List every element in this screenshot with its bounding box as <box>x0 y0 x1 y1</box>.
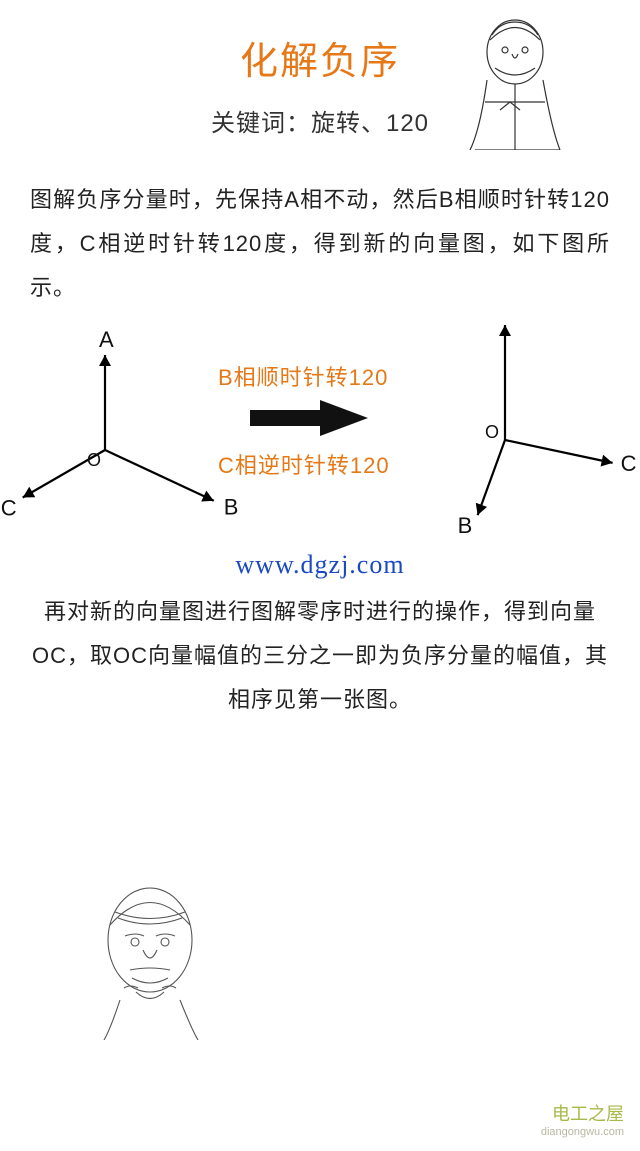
header: 化解负序 关键词：旋转、120 <box>0 0 640 138</box>
annotation-c-rotate: C相逆时针转120 <box>218 448 390 480</box>
svg-text:A: A <box>499 320 514 322</box>
svg-text:O: O <box>87 450 101 470</box>
svg-text:O: O <box>485 422 499 442</box>
svg-text:B: B <box>224 495 239 520</box>
vector-diagram: A B C O A B C O B相顺时针转120 C相逆时针转120 <box>0 320 640 550</box>
watermark-url: www.dgzj.com <box>0 550 640 580</box>
svg-text:B: B <box>458 513 473 538</box>
paragraph-2: 再对新的向量图进行图解零序时进行的操作，得到向量OC，取OC向量幅值的三分之一即… <box>0 590 640 722</box>
svg-text:A: A <box>99 327 114 352</box>
svg-text:C: C <box>621 451 637 476</box>
footer-line2: diangongwu.com <box>541 1126 624 1139</box>
footer-watermark: 电工之屋 diangongwu.com <box>535 1100 630 1143</box>
paragraph-1: 图解负序分量时，先保持A相不动，然后B相顺时针转120度，C相逆时针转120度，… <box>0 178 640 310</box>
svg-text:C: C <box>1 496 17 521</box>
annotation-b-rotate: B相顺时针转120 <box>218 360 388 392</box>
portrait-sketch-bottom <box>80 870 220 1040</box>
footer-line1: 电工之屋 <box>541 1104 624 1126</box>
portrait-sketch-top <box>460 10 570 150</box>
big-arrow-icon <box>250 398 370 438</box>
